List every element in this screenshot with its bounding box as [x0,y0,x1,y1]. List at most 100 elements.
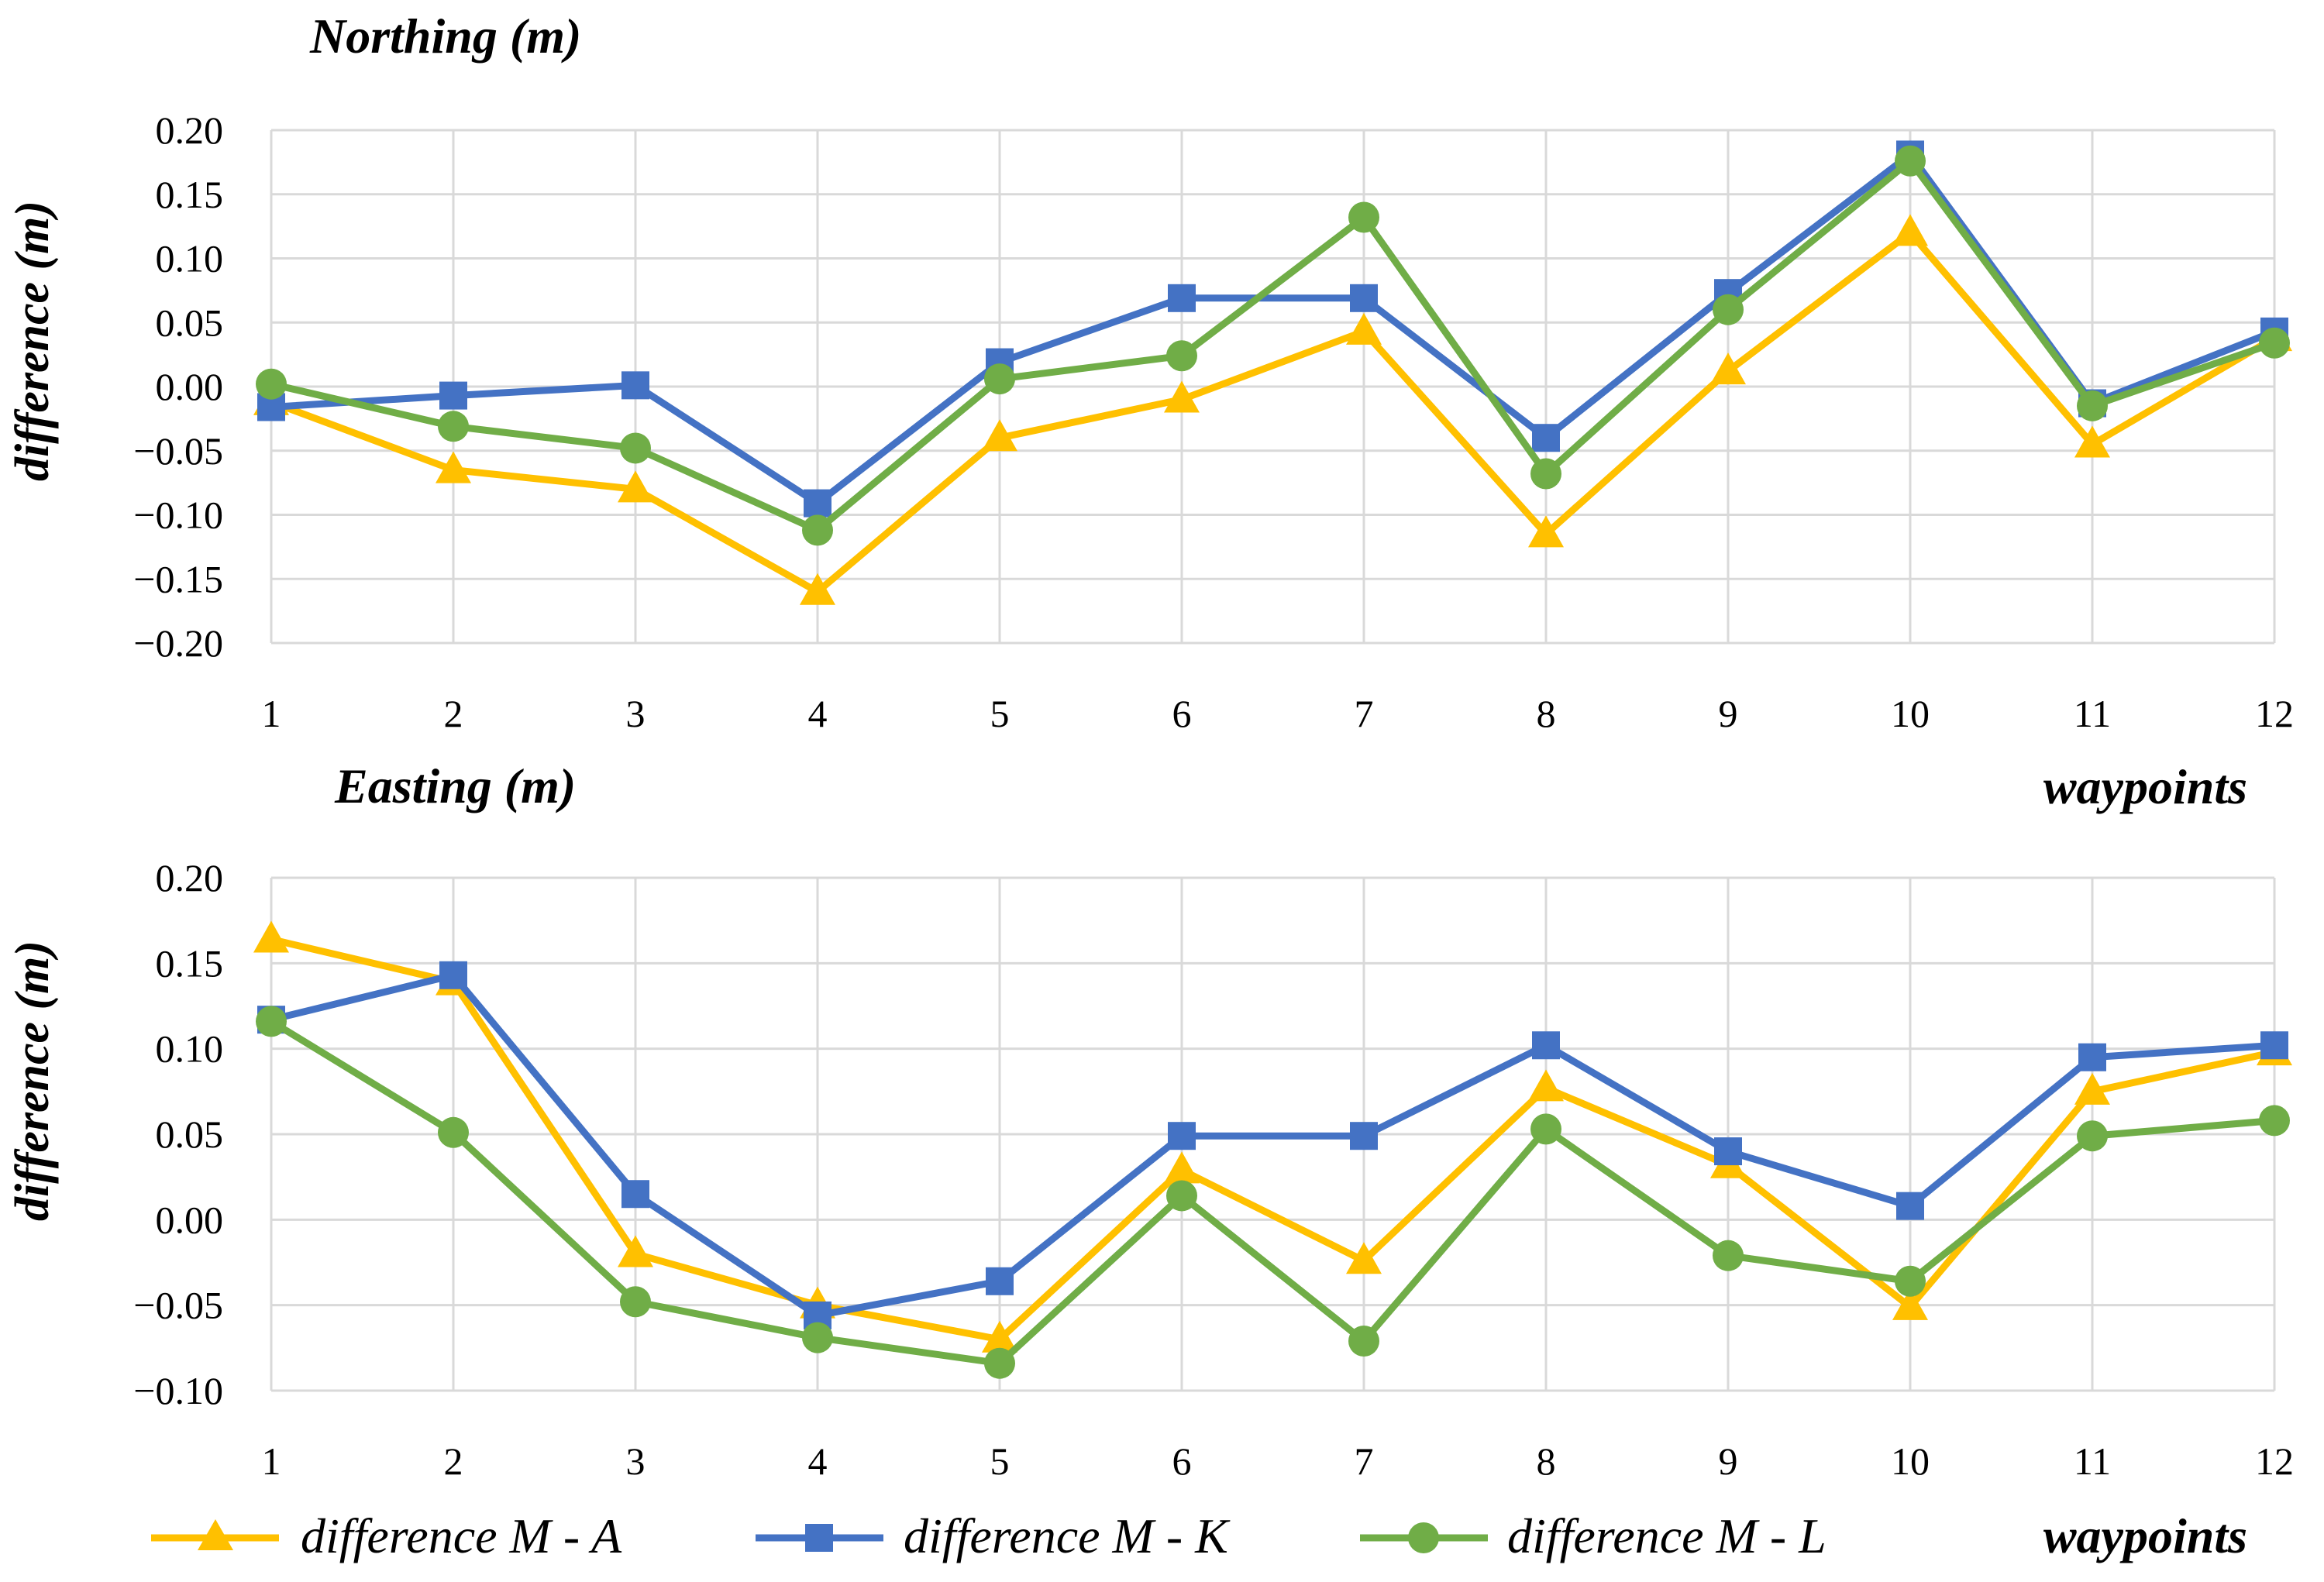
easting-point-difference-m-a [618,1235,653,1267]
northing-series-line-difference-m-a [270,229,2277,596]
easting-chart: Easting (m) difference (m) 0.20 0.15 0.10 0… [6,758,2294,1483]
easting-point-difference-m-a [1892,1288,1928,1320]
easting-point-difference-m-l [1713,1240,1744,1271]
easting-x-tick-label: 12 [2255,1439,2294,1483]
easting-point-difference-m-a [982,1320,1017,1353]
legend-label-m-l: difference M - L [1507,1508,1826,1563]
northing-y-tick-label: 0.20 [156,108,224,152]
easting-point-difference-m-a [1346,1242,1382,1274]
northing-y-tick-label: −0.15 [133,557,223,600]
northing-point-difference-m-a [1892,214,1928,246]
northing-point-difference-m-l [1895,145,1926,177]
northing-x-tick-label: 8 [1537,692,1556,735]
northing-point-difference-m-a [1346,312,1382,345]
northing-point-difference-m-l [1166,340,1197,372]
legend-item-m-k: difference M - K [756,1508,1231,1563]
northing-x-tick-label: 9 [1719,692,1738,735]
easting-point-difference-m-l [802,1322,833,1353]
easting-y-tick-label: 0.15 [156,941,224,985]
easting-chart-title: Easting (m) [334,758,576,813]
easting-point-difference-m-l [1895,1265,1926,1297]
legend-label-m-a: difference M - A [301,1508,622,1563]
northing-point-difference-m-a [436,451,471,483]
northing-point-difference-m-k [1532,424,1560,452]
easting-point-difference-m-k [1896,1192,1924,1220]
northing-point-difference-m-k [1168,284,1196,312]
northing-point-difference-m-a [800,573,835,605]
easting-point-difference-m-k [621,1180,649,1209]
easting-point-difference-m-k [1350,1122,1378,1150]
easting-y-tick-label: 0.00 [156,1198,224,1241]
northing-x-tick-label: 11 [2074,692,2111,735]
easting-point-difference-m-a [253,920,289,953]
northing-point-difference-m-l [2259,327,2290,359]
easting-point-difference-m-a [1528,1069,1564,1102]
easting-point-difference-m-k [2260,1031,2288,1060]
northing-y-tick-label: −0.05 [133,429,223,473]
easting-x-tick-label: 4 [808,1439,828,1483]
easting-point-difference-m-k [1714,1137,1742,1166]
northing-point-difference-m-a [1164,380,1200,413]
easting-x-tick-label: 1 [262,1439,281,1483]
legend-item-m-l: difference M - L [1360,1508,1826,1563]
easting-x-tick-label: 10 [1891,1439,1930,1483]
easting-point-difference-m-l [2259,1105,2290,1137]
easting-point-difference-m-k [1532,1031,1560,1060]
northing-y-tick-label: 0.15 [156,173,224,216]
easting-x-tick-label: 5 [990,1439,1010,1483]
legend-item-m-a: difference M - A [151,1508,622,1563]
easting-axis-ticks: 0.200.150.100.050.00−0.05−0.101 2 3 4 5 6 7 8 9 1… [133,856,2294,1483]
northing-y-tick-label: 0.00 [156,365,224,408]
easting-x-tick-label: 11 [2074,1439,2111,1483]
legend-circle-icon [1408,1522,1439,1553]
northing-x-tick-label: 7 [1355,692,1374,735]
easting-x-tick-label: 7 [1355,1439,1374,1483]
northing-series-line-difference-m-l [270,157,2276,534]
northing-point-difference-m-a [982,419,1017,452]
easting-point-difference-m-k [1168,1122,1196,1150]
northing-chart: Northing (m) difference (m) waypoints 0.… [6,9,2294,814]
easting-point-difference-m-k [986,1267,1014,1295]
northing-point-difference-m-l [802,514,833,546]
easting-y-tick-label: 0.20 [156,856,224,899]
northing-point-difference-m-l [2077,390,2108,421]
legend: difference M - A difference M - K differ… [151,1508,2247,1563]
easting-point-difference-m-l [2077,1120,2108,1152]
northing-chart-title: Northing (m) [309,9,581,64]
legend-triangle-icon [198,1519,233,1550]
northing-y-tick-label: 0.10 [156,237,224,280]
easting-x-tick-label: 8 [1537,1439,1556,1483]
easting-series [253,920,2292,1379]
easting-point-difference-m-l [1530,1113,1561,1145]
northing-point-difference-m-k [439,381,467,410]
northing-series [253,140,2292,605]
northing-x-tick-label: 2 [444,692,463,735]
northing-y-tick-label: 0.05 [156,301,224,344]
northing-y-tick-label: −0.20 [133,621,223,665]
northing-point-difference-m-a [618,470,653,503]
easting-point-difference-m-l [256,1006,287,1037]
northing-point-difference-m-k [1350,284,1378,312]
northing-point-difference-m-l [1348,201,1379,233]
northing-x-tick-label: 6 [1172,692,1192,735]
northing-point-difference-m-l [620,432,651,464]
easting-y-axis-label: difference (m) [6,941,59,1221]
northing-y-axis-label: difference (m) [6,201,59,481]
easting-point-difference-m-a [2074,1072,2110,1105]
easting-x-tick-label: 9 [1719,1439,1738,1483]
northing-axis-ticks: 0.20 0.15 0.10 0.05 0.00 −0.05 −0.10 −0.15 −0.20… [133,108,2294,735]
easting-point-difference-m-l [984,1347,1015,1379]
northing-x-axis-label: waypoints [2043,759,2247,814]
northing-point-difference-m-l [1713,294,1744,325]
easting-x-tick-label: 6 [1172,1439,1192,1483]
northing-point-difference-m-k [804,489,831,518]
northing-y-tick-label: −0.10 [133,494,223,537]
northing-x-tick-label: 10 [1891,692,1930,735]
easting-point-difference-m-k [2078,1043,2106,1071]
northing-x-tick-label: 12 [2255,692,2294,735]
northing-x-tick-label: 1 [262,692,281,735]
easting-x-tick-label: 3 [626,1439,646,1483]
northing-point-difference-m-l [438,411,469,442]
northing-point-difference-m-a [2074,425,2110,458]
northing-x-tick-label: 3 [626,692,646,735]
